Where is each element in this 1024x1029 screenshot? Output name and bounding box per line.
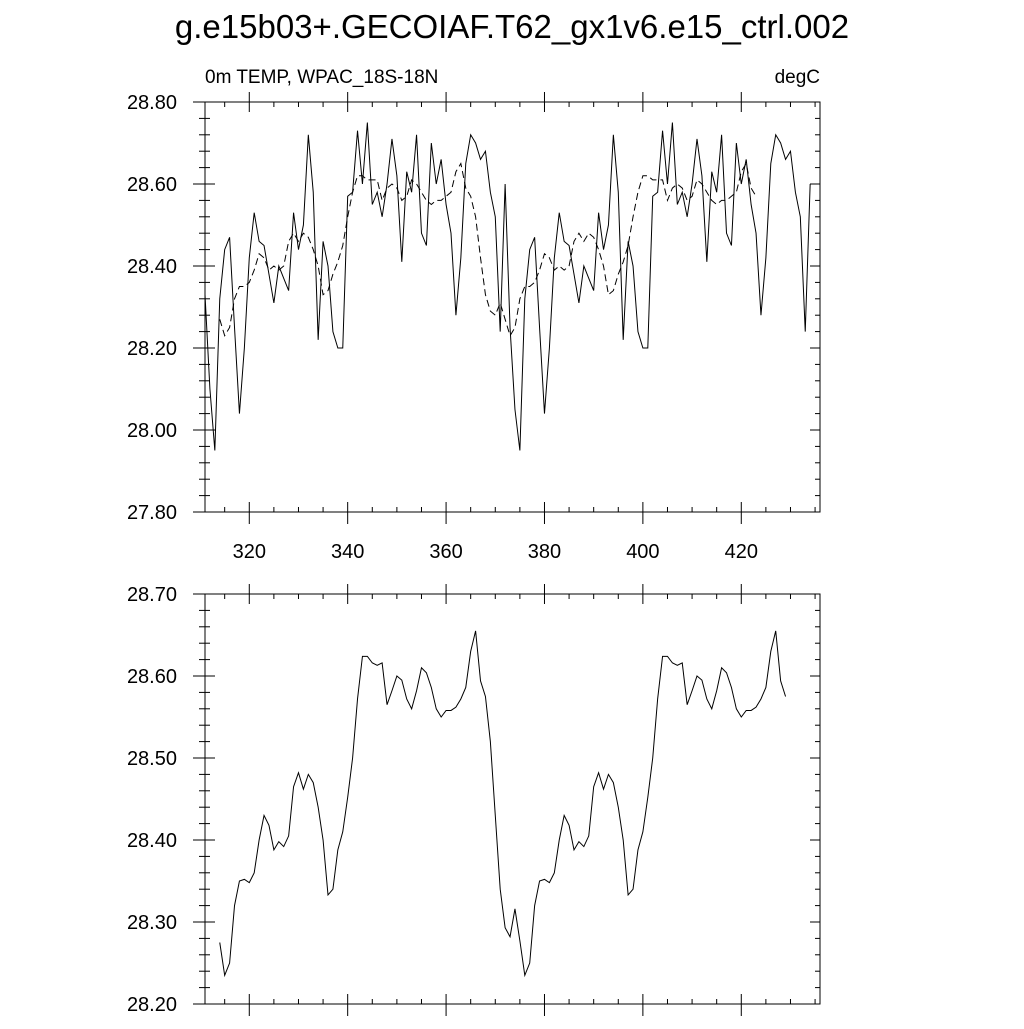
- y-tick-label: 27.80: [127, 502, 177, 524]
- y-tick-label: 28.50: [127, 748, 177, 770]
- x-tick-label: 320: [233, 541, 266, 563]
- y-tick-label: 28.40: [127, 830, 177, 852]
- upper-panel: 27.80 28.00 28.20 28.40 28.60 28.80 320 340 360 3…: [127, 92, 821, 563]
- y-tick-label: 28.70: [127, 584, 177, 606]
- series-line-dashed: [219, 162, 757, 337]
- plot-frame: [204, 101, 821, 513]
- y-tick-label: 28.60: [127, 174, 177, 196]
- y-tick-label: 28.40: [127, 256, 177, 278]
- plot-frame: [204, 593, 821, 1005]
- y-tick-label: 28.60: [127, 666, 177, 688]
- x-tick-label: 380: [528, 541, 561, 563]
- y-tick-label: 28.80: [127, 92, 177, 114]
- x-tick-label: 400: [626, 541, 659, 563]
- x-tick-label: 420: [725, 541, 758, 563]
- y-tick-label: 28.30: [127, 912, 177, 934]
- x-tick-label: 360: [429, 541, 462, 563]
- chart-title: g.e15b03+.GECOIAF.T62_gx1v6.e15_ctrl.002: [175, 8, 849, 45]
- x-tick-label: 340: [331, 541, 364, 563]
- y-tick-label: 28.00: [127, 420, 177, 442]
- y-tick-label: 28.20: [127, 338, 177, 360]
- panel1-left-label: 0m TEMP, WPAC_18S-18N: [205, 67, 438, 88]
- series-line-solid: [204, 122, 811, 451]
- y-tick-label: 28.20: [127, 994, 177, 1016]
- lower-panel: 28.20 28.30 28.40 28.50 28.60 28.70: [127, 584, 821, 1016]
- series-line-solid: [219, 630, 787, 978]
- panel1-right-label: degC: [775, 67, 820, 88]
